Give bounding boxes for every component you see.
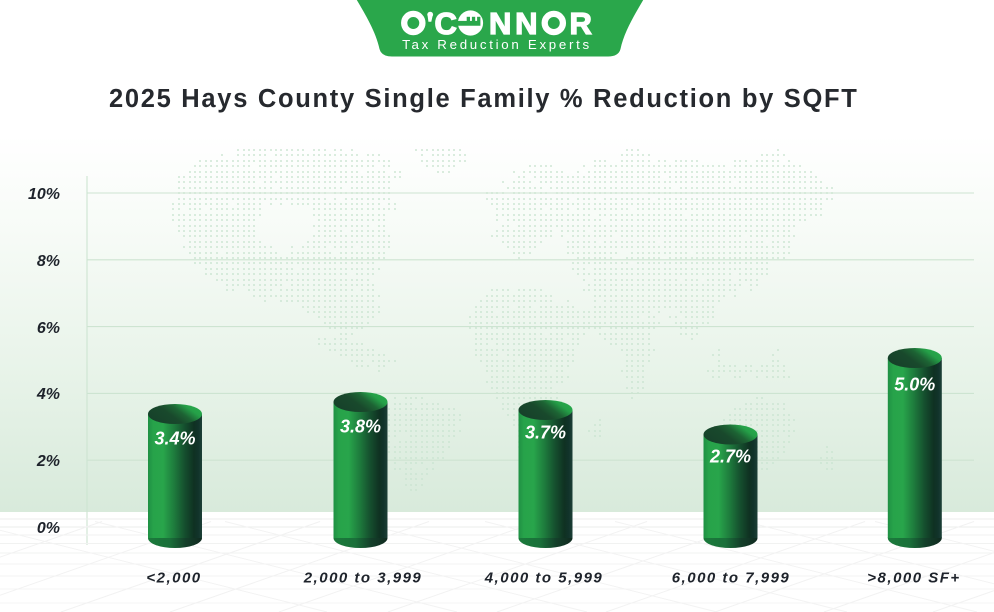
svg-text:NN: NN	[489, 6, 541, 41]
svg-text:R: R	[570, 6, 592, 41]
svg-text:Tax Reduction Experts: Tax Reduction Experts	[402, 37, 592, 52]
